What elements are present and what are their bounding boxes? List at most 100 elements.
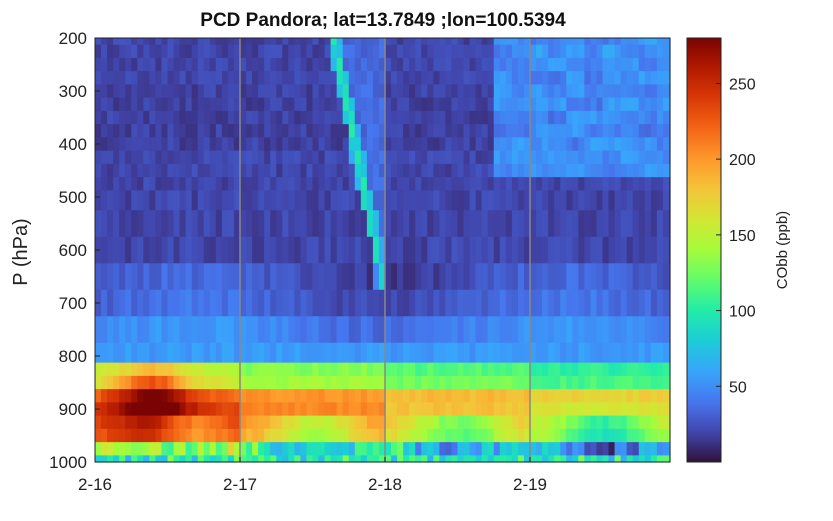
heatmap-cell (149, 57, 157, 72)
heatmap-cell (131, 428, 138, 443)
heatmap-cell (221, 84, 229, 99)
heatmap-cell (530, 210, 537, 238)
heatmap-cell (185, 389, 193, 403)
heatmap-cell (662, 375, 670, 390)
heatmap-cell (656, 44, 664, 59)
heatmap-cell (209, 124, 217, 138)
heatmap-cell (270, 177, 277, 191)
heatmap-cell (572, 415, 579, 430)
heatmap-cell (517, 289, 525, 317)
heatmap-cell (324, 71, 332, 85)
heatmap-cell (143, 415, 150, 430)
heatmap-cell (101, 342, 108, 364)
heatmap-cell (215, 38, 223, 46)
heatmap-cell (554, 190, 561, 211)
heatmap-cell (306, 57, 314, 72)
heatmap-cell (638, 316, 646, 344)
heatmap-cell (608, 177, 616, 191)
heatmap-cell (348, 210, 356, 238)
heatmap-cell (517, 342, 525, 364)
y-tick-label: 900 (59, 400, 87, 419)
heatmap-cell (566, 236, 573, 264)
heatmap-cell (131, 163, 138, 178)
heatmap-cell (421, 163, 428, 178)
heatmap-cell (101, 210, 108, 238)
heatmap-cell (433, 442, 440, 456)
heatmap-cell (348, 316, 356, 344)
heatmap-cell (403, 163, 410, 178)
heatmap-cell (336, 415, 344, 430)
heatmap-cell (439, 97, 447, 112)
heatmap-cell (499, 210, 507, 238)
heatmap-cell (499, 177, 507, 191)
heatmap-cell (511, 375, 519, 390)
heatmap-cell (288, 177, 295, 191)
heatmap-cell (517, 150, 525, 165)
heatmap-cell (397, 375, 404, 390)
heatmap-cell (119, 190, 126, 211)
heatmap-cell (499, 289, 507, 317)
heatmap-cell (536, 137, 543, 152)
heatmap-cell (378, 263, 386, 291)
heatmap-cell (421, 428, 428, 443)
heatmap-cell (566, 455, 573, 463)
heatmap-cell (626, 316, 634, 344)
heatmap-cell (391, 110, 398, 125)
heatmap-cell (656, 190, 664, 211)
heatmap-cell (596, 236, 604, 264)
heatmap-cell (143, 110, 150, 125)
heatmap-cell (397, 71, 404, 85)
heatmap-cell (614, 124, 622, 138)
heatmap-cell (632, 84, 640, 99)
heatmap-cell (137, 236, 144, 264)
heatmap-cell (348, 44, 356, 59)
heatmap-cell (439, 110, 447, 125)
heatmap-cell (632, 455, 640, 463)
heatmap-cell (203, 124, 211, 138)
heatmap-cell (469, 289, 477, 317)
heatmap-cell (397, 150, 404, 165)
heatmap-cell (258, 97, 265, 112)
heatmap-cell (596, 415, 604, 430)
heatmap-cell (101, 177, 108, 191)
heatmap-cell (215, 236, 223, 264)
heatmap-cell (421, 415, 428, 430)
heatmap-cell (590, 177, 598, 191)
heatmap-cell (300, 84, 308, 99)
heatmap-cell (113, 210, 120, 238)
heatmap-cell (270, 316, 277, 344)
heatmap-cell (203, 236, 211, 264)
heatmap-cell (469, 84, 477, 99)
colorbar-title: CObb (ppb) (774, 211, 791, 289)
heatmap-cell (451, 236, 459, 264)
heatmap-cell (536, 44, 543, 59)
heatmap-cell (530, 97, 537, 112)
heatmap-cell (560, 38, 567, 46)
heatmap-cell (421, 97, 428, 112)
heatmap-cell (197, 316, 205, 344)
x-tick-label: 2-19 (513, 475, 547, 494)
heatmap-cell (119, 389, 126, 403)
heatmap-cell (276, 289, 283, 317)
heatmap-cell (372, 124, 380, 138)
heatmap-cell (209, 150, 217, 165)
heatmap-cell (143, 375, 150, 390)
heatmap-cell (270, 342, 277, 364)
heatmap-cell (161, 455, 169, 463)
heatmap-cell (179, 263, 187, 291)
heatmap-cell (590, 316, 598, 344)
heatmap-cell (602, 455, 610, 463)
heatmap-cell (487, 210, 495, 238)
heatmap-cell (366, 84, 374, 99)
heatmap-cell (246, 402, 253, 417)
heatmap-cell (620, 124, 628, 138)
heatmap-cell (252, 97, 259, 112)
heatmap-cell (119, 342, 126, 364)
heatmap-cell (312, 263, 320, 291)
heatmap-cell (221, 97, 229, 112)
heatmap-cell (511, 236, 519, 264)
heatmap-cell (131, 342, 138, 364)
heatmap-cell (191, 44, 199, 59)
heatmap-cell (312, 150, 320, 165)
